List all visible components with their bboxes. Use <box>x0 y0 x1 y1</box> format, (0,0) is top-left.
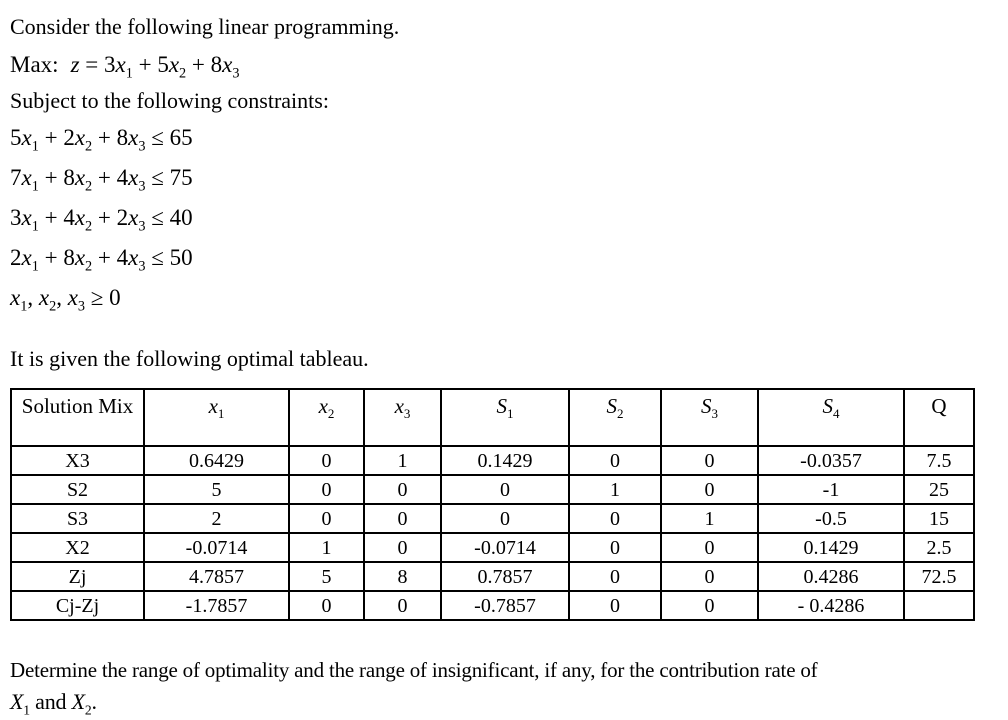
table-cell: 0 <box>660 445 759 476</box>
table-cell: 0 <box>660 590 759 621</box>
table-cell: 0 <box>440 503 570 534</box>
constraint-equation: 7x1 + 8x2 + 4x3 ≤ 75 <box>10 165 193 195</box>
table-cell: 2 <box>143 503 290 534</box>
table-cell: 1 <box>660 503 759 534</box>
table-cell: 0.1429 <box>757 532 905 563</box>
table-cell: 0.4286 <box>757 561 905 592</box>
table-cell: 0 <box>288 503 365 534</box>
table-cell: 0 <box>363 474 442 505</box>
table-cell: 15 <box>903 503 975 534</box>
table-cell: 0 <box>660 561 759 592</box>
row-label: S2 <box>10 474 145 505</box>
objective-equation: Max: z = 3x1 + 5x2 + 8x3 <box>10 48 1008 82</box>
table-cell: 5 <box>143 474 290 505</box>
table-cell: - 0.4286 <box>757 590 905 621</box>
table-cell: 72.5 <box>903 561 975 592</box>
table-row: X2 -0.0714 1 0 -0.0714 0 0 0.1429 2.5 <box>10 532 975 563</box>
objective-prefix: Max: <box>10 52 59 77</box>
constraint-equation: x1, x2, x3 ≥ 0 <box>10 285 121 315</box>
table-cell: 8 <box>363 561 442 592</box>
objective-math: z = 3x1 + 5x2 + 8x3 <box>70 52 240 82</box>
table-cell: 0.7857 <box>440 561 570 592</box>
table-cell <box>903 590 975 621</box>
table-cell: 7.5 <box>903 445 975 476</box>
tableau-intro-text: It is given the following optimal tablea… <box>10 346 369 371</box>
intro-text: Consider the following linear programmin… <box>10 14 400 39</box>
table-cell: 0 <box>660 474 759 505</box>
table-cell: 1 <box>288 532 365 563</box>
table-cell: 4.7857 <box>143 561 290 592</box>
constraint-equation: 3x1 + 4x2 + 2x3 ≤ 40 <box>10 205 193 235</box>
table-row: X3 0.6429 0 1 0.1429 0 0 -0.0357 7.5 <box>10 445 975 476</box>
table-cell: 0 <box>568 532 662 563</box>
column-header: x3 <box>363 388 442 447</box>
table-cell: -1.7857 <box>143 590 290 621</box>
column-header: S2 <box>568 388 662 447</box>
table-row: S3 2 0 0 0 0 1 -0.5 15 <box>10 503 975 534</box>
table-cell: 2.5 <box>903 532 975 563</box>
table-cell: 0.1429 <box>440 445 570 476</box>
subject-text: Subject to the following constraints: <box>10 88 329 113</box>
row-label: S3 <box>10 503 145 534</box>
row-label: Cj-Zj <box>10 590 145 621</box>
table-cell: 0 <box>363 532 442 563</box>
table-cell: 1 <box>363 445 442 476</box>
table-cell: 0 <box>660 532 759 563</box>
table-cell: 5 <box>288 561 365 592</box>
simplex-tableau: Solution Mix x1 x2 x3 S1 S2 S3 S4 Q X3 0.6429 0 1 0.1… <box>10 388 975 621</box>
table-cell: 0 <box>568 503 662 534</box>
column-header: S3 <box>660 388 759 447</box>
question-line: Determine the range of optimality and th… <box>10 658 818 682</box>
table-row: S2 5 0 0 0 1 0 -1 25 <box>10 474 975 505</box>
table-cell: 0 <box>363 590 442 621</box>
row-label: Zj <box>10 561 145 592</box>
question-text: Determine the range of optimality and th… <box>10 655 1008 718</box>
row-label: X3 <box>10 445 145 476</box>
table-cell: 0 <box>568 561 662 592</box>
table-cell: 0 <box>288 590 365 621</box>
table-cell: -0.0714 <box>143 532 290 563</box>
column-header: x2 <box>288 388 365 447</box>
row-label: X2 <box>10 532 145 563</box>
table-cell: -1 <box>757 474 905 505</box>
table-cell: -0.0357 <box>757 445 905 476</box>
table-cell: 0 <box>568 445 662 476</box>
question-variables: X1 and X2. <box>10 689 97 718</box>
column-header: Solution Mix <box>10 388 145 447</box>
table-row: Cj-Zj -1.7857 0 0 -0.7857 0 0- 0.4286 <box>10 590 975 621</box>
table-cell: 0 <box>288 474 365 505</box>
table-cell: 0 <box>440 474 570 505</box>
constraint-equation: 5x1 + 2x2 + 8x3 ≤ 65 <box>10 125 193 155</box>
table-cell: -0.5 <box>757 503 905 534</box>
table-cell: 25 <box>903 474 975 505</box>
column-header: S1 <box>440 388 570 447</box>
table-cell: 0 <box>568 590 662 621</box>
table-cell: 0 <box>363 503 442 534</box>
table-cell: 0 <box>288 445 365 476</box>
constraint-equation: 2x1 + 8x2 + 4x3 ≤ 50 <box>10 245 193 275</box>
table-row: Zj 4.7857 5 8 0.7857 0 0 0.4286 72.5 <box>10 561 975 592</box>
constraints-list: 5x1 + 2x2 + 8x3 ≤ 65 7x1 + 8x2 + 4x3 ≤ 75… <box>10 118 1008 318</box>
column-header: Q <box>903 388 975 447</box>
header-row: Solution Mix x1 x2 x3 S1 S2 S3 S4 Q <box>10 388 975 447</box>
table-cell: -0.7857 <box>440 590 570 621</box>
table-cell: -0.0714 <box>440 532 570 563</box>
table-cell: 1 <box>568 474 662 505</box>
table-cell: 0.6429 <box>143 445 290 476</box>
column-header: x1 <box>143 388 290 447</box>
column-header: S4 <box>757 388 905 447</box>
